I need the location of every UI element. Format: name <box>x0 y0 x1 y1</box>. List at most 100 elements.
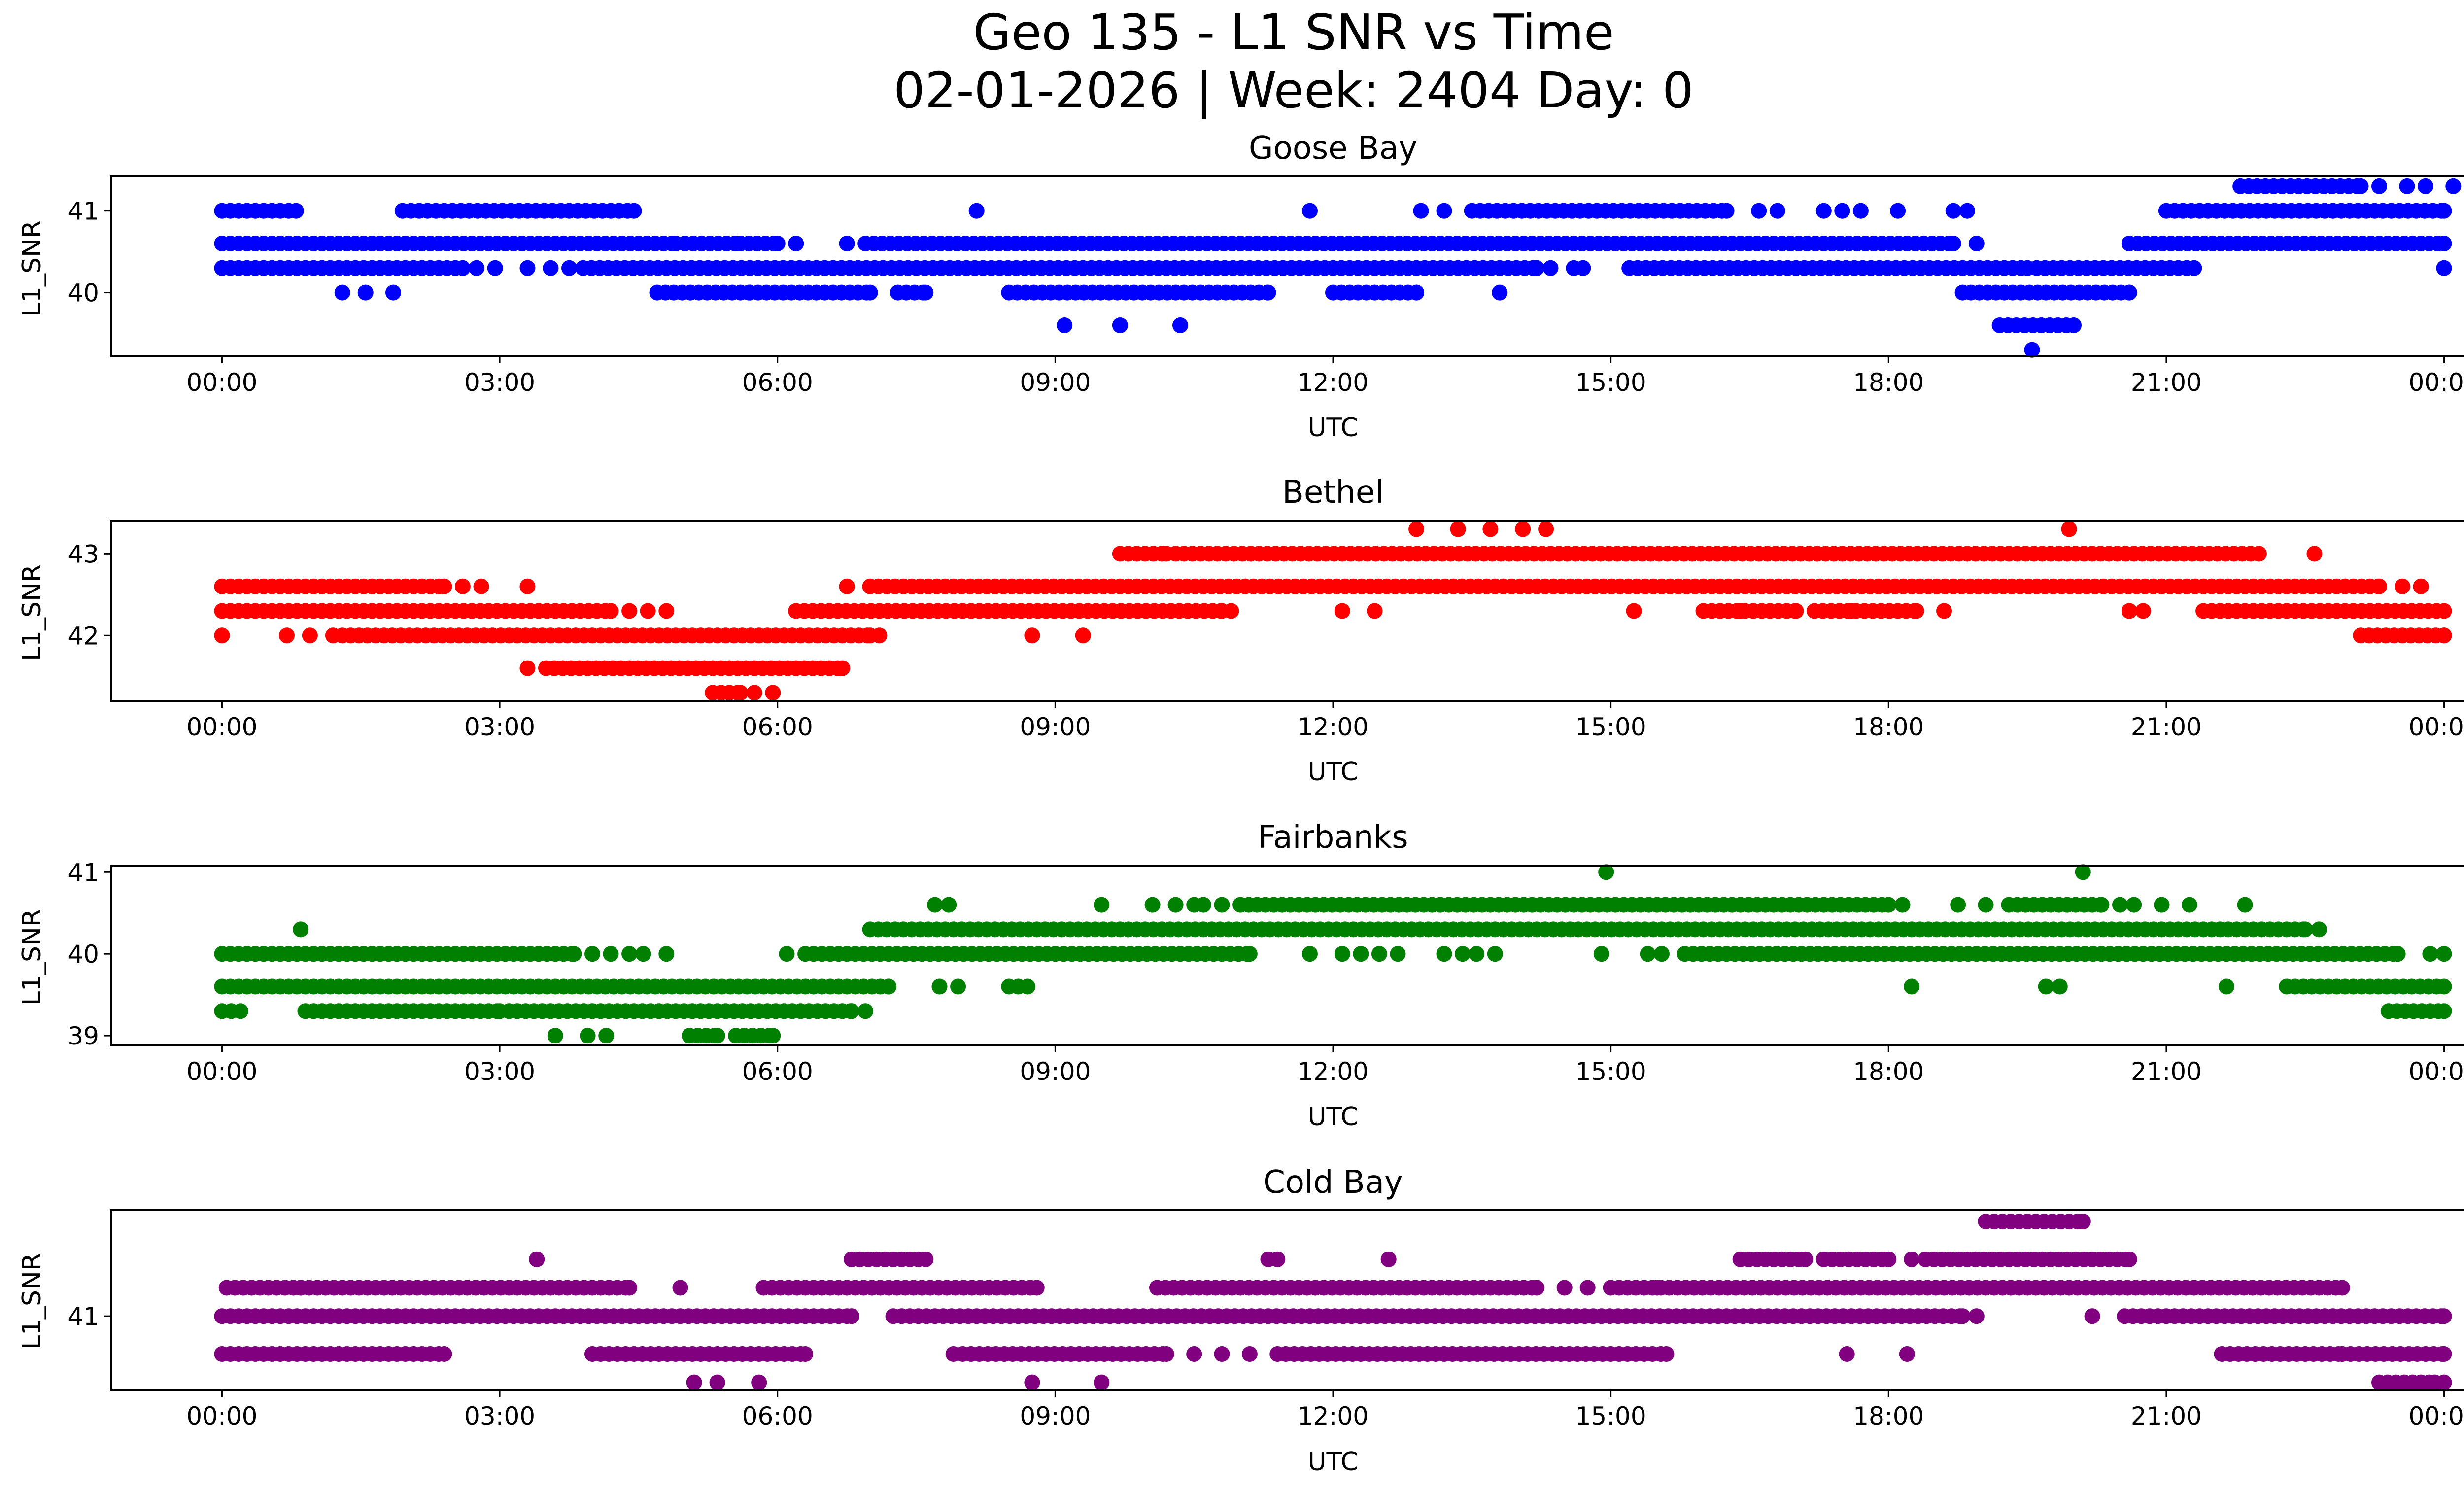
data-point <box>2084 1308 2100 1324</box>
data-point <box>640 603 656 619</box>
data-point <box>658 946 675 962</box>
data-point <box>2038 978 2054 995</box>
subplot-title: Cold Bay <box>1263 1164 1403 1201</box>
data-points <box>214 521 2452 701</box>
data-point <box>454 578 471 594</box>
data-point <box>862 284 878 301</box>
data-point <box>2135 603 2151 619</box>
data-point <box>1852 203 1869 219</box>
data-point <box>2061 521 2077 537</box>
subplot-goose-bay: Goose Bay L1_SNR UTC 00:00 03:00 06:00 09:0… <box>17 130 2464 443</box>
data-point <box>598 1028 615 1044</box>
data-point <box>1371 946 1387 962</box>
data-points <box>214 178 2462 358</box>
data-point <box>1469 946 1485 962</box>
data-point <box>1598 864 1614 880</box>
x-tick-label: 15:00 <box>1575 1402 1646 1430</box>
data-point <box>1436 203 1452 219</box>
data-point <box>844 1003 859 1019</box>
data-point <box>621 603 638 619</box>
data-point <box>2436 978 2452 995</box>
x-tick-label: 03:00 <box>464 368 535 397</box>
data-point <box>1904 1251 1920 1267</box>
data-point <box>751 1374 767 1391</box>
data-point <box>1241 1346 1258 1362</box>
x-tick-label: 18:00 <box>1853 1402 1924 1430</box>
data-point <box>945 1346 961 1362</box>
data-point <box>1214 1346 1230 1362</box>
data-point <box>584 946 600 962</box>
data-point <box>1269 1251 1286 1267</box>
data-point <box>1593 946 1609 962</box>
data-point <box>1241 946 1258 962</box>
data-point <box>1788 603 1804 619</box>
data-point <box>1529 260 1545 276</box>
data-point <box>839 578 855 594</box>
data-point <box>788 236 804 251</box>
x-tick-label: 15:00 <box>1575 713 1646 741</box>
data-point <box>2237 897 2253 913</box>
data-point <box>626 203 642 219</box>
data-point <box>1718 203 1735 219</box>
data-point <box>487 260 503 276</box>
data-point <box>2075 864 2091 880</box>
data-point <box>2436 1003 2452 1019</box>
x-axis-label: UTC <box>1307 1102 1358 1132</box>
plot-frame <box>110 520 2464 702</box>
data-point <box>839 236 855 251</box>
x-tick-label: 09:00 <box>1020 1057 1091 1086</box>
data-point <box>765 1028 781 1044</box>
data-point <box>469 260 485 276</box>
x-tick-label: 21:00 <box>2131 1057 2202 1086</box>
data-point <box>1815 203 1832 219</box>
data-point <box>834 660 851 676</box>
data-point <box>779 946 795 962</box>
data-point <box>1487 946 1503 962</box>
data-point <box>797 1346 814 1362</box>
x-axis-label: UTC <box>1307 1447 1358 1477</box>
x-tick-label: 21:00 <box>2131 368 2202 397</box>
data-point <box>357 284 374 301</box>
data-point <box>561 260 577 276</box>
y-axis-label: L1_SNR <box>17 220 47 317</box>
x-tick-label: 00:00 <box>2408 1057 2464 1086</box>
x-ticks: 00:00 03:00 06:00 09:00 12:00 15:00 18:00 21:00… <box>186 1045 2464 1086</box>
data-point <box>918 1251 934 1267</box>
data-point <box>2436 1374 2452 1391</box>
data-point <box>2126 897 2142 913</box>
data-point <box>1968 236 1985 251</box>
data-point <box>1542 260 1559 276</box>
data-point <box>2413 578 2429 594</box>
data-point <box>2436 203 2452 219</box>
y-ticks: 39 40 41 <box>68 858 111 1050</box>
data-point <box>1890 203 1906 219</box>
data-point <box>2353 178 2369 194</box>
subplot-title: Fairbanks <box>1258 819 1408 856</box>
data-point <box>2251 546 2267 562</box>
data-point <box>603 603 619 619</box>
data-point <box>968 203 985 219</box>
data-point <box>1575 260 1591 276</box>
y-ticks: 40 41 <box>68 197 111 308</box>
data-point <box>2219 978 2234 995</box>
data-point <box>765 685 781 701</box>
data-point <box>2390 946 2406 962</box>
x-tick-label: 15:00 <box>1575 1057 1646 1086</box>
data-point <box>2436 236 2452 251</box>
y-tick-label: 43 <box>68 540 99 568</box>
data-point <box>1112 317 1128 333</box>
data-point <box>1302 203 1318 219</box>
data-point <box>1144 897 1161 913</box>
data-points <box>214 864 2452 1044</box>
data-point <box>2422 946 2438 962</box>
data-point <box>1904 978 1920 995</box>
data-point <box>233 1003 248 1019</box>
data-point <box>1020 978 1035 995</box>
subplot-bethel: Bethel L1_SNR UTC 00:00 03:00 06:00 09:00 12… <box>17 474 2464 787</box>
data-point <box>1945 203 1961 219</box>
data-point <box>1769 203 1785 219</box>
x-tick-label: 15:00 <box>1575 368 1646 397</box>
data-point <box>732 685 749 701</box>
data-point <box>941 897 957 913</box>
x-tick-label: 21:00 <box>2131 1402 2202 1430</box>
